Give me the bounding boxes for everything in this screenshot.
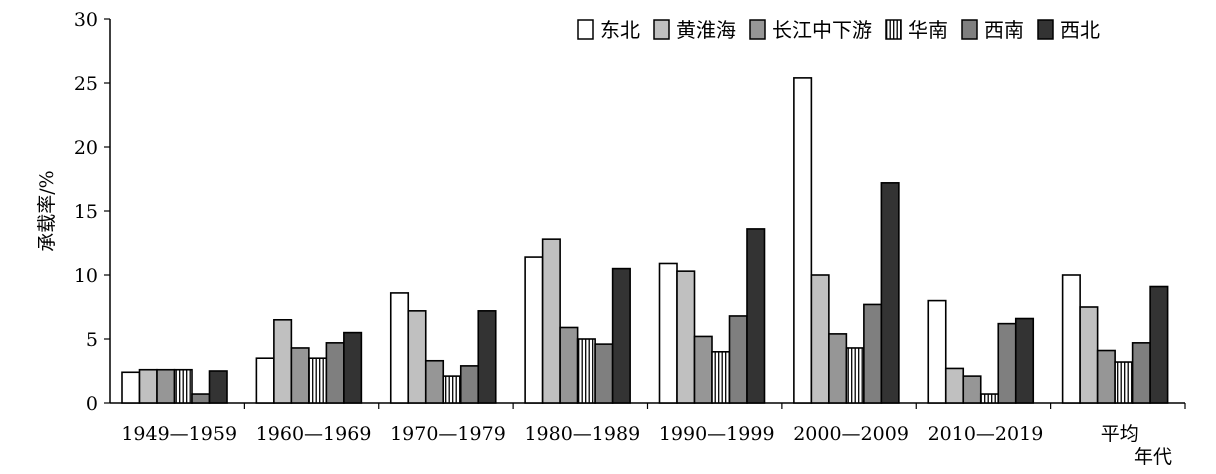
bar — [173, 368, 193, 404]
legend-label: 黄淮海 — [676, 18, 736, 42]
bar — [1131, 342, 1151, 404]
bar — [559, 326, 579, 404]
x-tick-label: 2010—2019 — [928, 423, 1044, 445]
y-tick-label: 10 — [74, 265, 98, 287]
bar — [711, 350, 731, 404]
bar — [944, 367, 965, 404]
x-tick-label: 1980—1989 — [524, 423, 640, 445]
bar — [1096, 349, 1116, 404]
bar — [1149, 285, 1169, 404]
bar — [308, 357, 328, 404]
bar — [407, 310, 427, 404]
legend-swatch — [885, 19, 902, 40]
y-tick-label: 15 — [74, 201, 98, 223]
legend-swatch — [961, 19, 978, 40]
bar — [863, 303, 883, 404]
bar — [576, 338, 596, 404]
x-tick-label: 1970—1979 — [390, 423, 506, 445]
x-tick-label: 1990—1999 — [659, 423, 775, 445]
y-axis-title: 承载率/% — [36, 170, 58, 251]
y-tick-label: 5 — [86, 329, 98, 351]
bar — [138, 368, 158, 404]
bar — [290, 347, 310, 404]
bar — [442, 375, 462, 404]
bar — [459, 365, 480, 404]
bar — [746, 228, 766, 404]
bar — [1014, 317, 1035, 404]
bar — [273, 318, 293, 404]
x-tick-label: 1960—1969 — [256, 423, 372, 445]
bar — [1114, 361, 1134, 404]
bar — [255, 357, 275, 404]
legend-swatch — [577, 19, 594, 40]
x-tick-label: 2000—2009 — [793, 423, 909, 445]
bar — [389, 292, 410, 404]
y-tick-label: 30 — [74, 9, 98, 31]
bar — [208, 370, 228, 404]
bar — [325, 342, 345, 404]
bar — [728, 315, 748, 404]
legend-label: 华南 — [908, 18, 948, 42]
bar — [1061, 274, 1081, 404]
x-axis-title: 年代 — [1134, 446, 1172, 468]
bar — [927, 299, 947, 404]
bar — [693, 335, 713, 404]
bar — [191, 393, 211, 404]
plot-area: 0 5 10 15 20 25 30 1949—1959 1960—1969 1970—1979 1… — [74, 9, 1186, 445]
bar — [1079, 306, 1099, 404]
bar — [997, 322, 1017, 404]
bar — [611, 267, 631, 404]
bar — [793, 77, 813, 404]
bar — [810, 274, 830, 404]
bar — [156, 368, 176, 404]
y-tick-label: 25 — [74, 73, 98, 95]
bar — [658, 262, 678, 404]
x-tick-label: 平均 — [1101, 423, 1139, 445]
bar — [979, 393, 1000, 404]
bar — [962, 375, 982, 404]
bar — [541, 238, 561, 404]
legend-swatch — [749, 19, 766, 40]
y-tick-label: 0 — [86, 393, 98, 415]
bar — [676, 270, 696, 404]
x-tick-label: 1949—1959 — [121, 423, 237, 445]
legend-swatch — [1037, 19, 1054, 40]
bar — [828, 333, 848, 404]
bar — [477, 310, 497, 404]
bar — [594, 343, 614, 404]
bar — [845, 347, 865, 404]
bar — [121, 371, 141, 404]
bar — [343, 331, 363, 404]
legend-swatch — [653, 19, 670, 40]
y-tick-label: 20 — [74, 137, 98, 159]
bar — [424, 359, 445, 404]
legend-label: 西北 — [1060, 18, 1100, 42]
legend-label: 长江中下游 — [772, 18, 872, 42]
legend: 东北 黄淮海 长江中下游 华南 西南 西北 — [577, 18, 1100, 42]
bar — [524, 256, 544, 404]
legend-label: 西南 — [984, 18, 1024, 42]
legend-label: 东北 — [600, 18, 640, 42]
bar — [880, 182, 900, 404]
